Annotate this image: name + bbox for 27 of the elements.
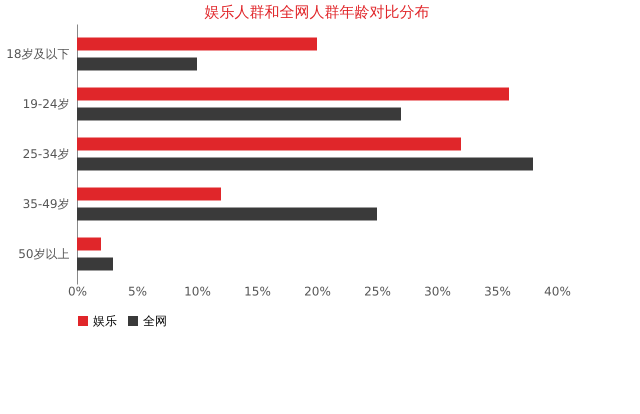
y-tick-label: 18岁及以下 (6, 47, 70, 61)
bar (77, 88, 509, 100)
y-tick-label: 19-24岁 (22, 97, 70, 111)
x-tick-label: 20% (304, 284, 331, 298)
legend-label: 娱乐 (93, 314, 117, 328)
x-tick-label: 30% (424, 284, 451, 298)
x-tick-label: 25% (364, 284, 391, 298)
y-tick-label: 25-34岁 (22, 147, 70, 161)
x-tick-label: 15% (244, 284, 271, 298)
y-tick-label: 50岁以上 (18, 247, 70, 261)
y-tick-label: 35-49岁 (22, 197, 70, 211)
x-tick-label: 10% (184, 284, 211, 298)
x-tick-label: 5% (128, 284, 148, 298)
bar (77, 208, 377, 220)
bar (77, 108, 401, 120)
x-tick-label: 40% (544, 284, 571, 298)
chart-title: 娱乐人群和全网人群年龄对比分布 (204, 3, 430, 21)
bar (77, 38, 317, 50)
x-tick-label: 0% (68, 284, 88, 298)
bar (77, 258, 113, 270)
bar (77, 138, 461, 150)
bar (77, 158, 533, 170)
legend-label: 全网 (143, 314, 167, 328)
bar (77, 58, 197, 70)
x-tick-label: 35% (484, 284, 511, 298)
bar (77, 188, 221, 200)
bar (77, 238, 101, 250)
